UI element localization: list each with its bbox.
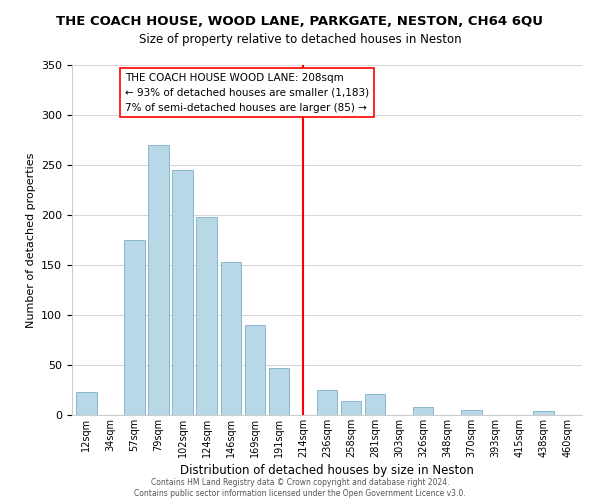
Text: Contains HM Land Registry data © Crown copyright and database right 2024.
Contai: Contains HM Land Registry data © Crown c… (134, 478, 466, 498)
Y-axis label: Number of detached properties: Number of detached properties (26, 152, 35, 328)
Text: THE COACH HOUSE, WOOD LANE, PARKGATE, NESTON, CH64 6QU: THE COACH HOUSE, WOOD LANE, PARKGATE, NE… (56, 15, 544, 28)
Bar (269, 368, 289, 415)
Bar (76, 392, 97, 415)
Bar (172, 170, 193, 415)
Bar (148, 145, 169, 415)
Bar (196, 217, 217, 415)
Bar (245, 325, 265, 415)
Bar (413, 407, 433, 415)
Bar (461, 410, 482, 415)
Text: Size of property relative to detached houses in Neston: Size of property relative to detached ho… (139, 32, 461, 46)
Bar (365, 394, 385, 415)
Text: THE COACH HOUSE WOOD LANE: 208sqm
← 93% of detached houses are smaller (1,183)
7: THE COACH HOUSE WOOD LANE: 208sqm ← 93% … (125, 73, 369, 112)
X-axis label: Distribution of detached houses by size in Neston: Distribution of detached houses by size … (180, 464, 474, 477)
Bar (341, 401, 361, 415)
Bar (533, 411, 554, 415)
Bar (221, 262, 241, 415)
Bar (317, 390, 337, 415)
Bar (124, 240, 145, 415)
